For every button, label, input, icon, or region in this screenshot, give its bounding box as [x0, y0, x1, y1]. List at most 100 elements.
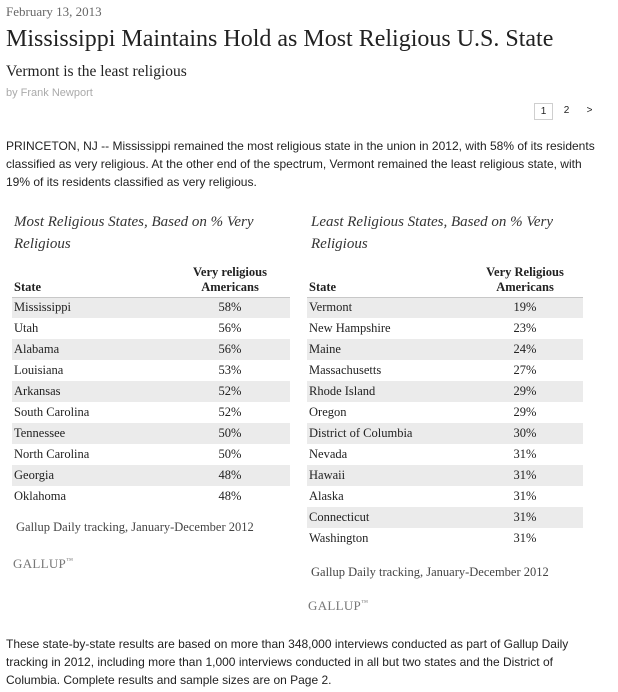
least-religious-table-title: Least Religious States, Based on % Very …	[311, 214, 554, 252]
table-row: Oklahoma 48%	[12, 486, 290, 507]
table-row: North Carolina 50%	[12, 444, 290, 465]
state-name-cell: Nevada	[309, 447, 348, 461]
most-religious-source-note: Gallup Daily tracking, January-December …	[16, 520, 254, 534]
state-name-cell: Connecticut	[307, 507, 467, 528]
table-row: South Carolina 52%	[12, 402, 290, 423]
percent-cell: 56%	[218, 321, 242, 335]
gallup-logo: GALLUP™	[308, 598, 368, 614]
column-header-very-religious: Very Religious Americans	[467, 263, 583, 297]
column-header-line-2: Americans	[496, 279, 554, 294]
table-row: Maine 24%	[307, 339, 583, 360]
table-row: New Hampshire 23%	[307, 318, 583, 339]
state-name-cell: South Carolina	[14, 405, 90, 419]
state-name-cell: New Hampshire	[309, 321, 391, 335]
least-religious-source-note: Gallup Daily tracking, January-December …	[311, 565, 549, 579]
percent-cell: 52%	[170, 381, 290, 402]
state-name-cell: Utah	[14, 321, 39, 335]
gallup-logo: GALLUP™	[13, 556, 73, 572]
table-row: Arkansas 52%	[12, 381, 290, 402]
percent-cell: 19%	[467, 297, 583, 318]
state-name-cell: Rhode Island	[307, 381, 467, 402]
least-religious-rows: Vermont 19% New Hampshire 23% Maine 24% Massac…	[307, 297, 583, 549]
most-religious-rows: Mississippi 58% Utah 56% Alabama 56% Louisiana…	[12, 297, 290, 507]
state-name-cell: Massachusetts	[309, 363, 382, 377]
most-religious-table-title: Most Religious States, Based on % Very R…	[14, 214, 254, 252]
state-name-cell: Oklahoma	[14, 489, 67, 503]
trademark-mark: ™	[66, 556, 74, 565]
article-subhead: Vermont is the least religious	[6, 63, 187, 80]
table-row: Alabama 56%	[12, 339, 290, 360]
column-header-line-1: Very religious	[193, 264, 267, 279]
gallup-logo-text: GALLUP	[13, 556, 67, 571]
table-row: Hawaii 31%	[307, 465, 583, 486]
table-row: Massachusetts 27%	[307, 360, 583, 381]
state-name-cell: Tennessee	[12, 423, 170, 444]
percent-cell: 58%	[170, 297, 290, 318]
table-row: Rhode Island 29%	[307, 381, 583, 402]
percent-cell: 48%	[218, 489, 242, 503]
percent-cell: 56%	[170, 339, 290, 360]
percent-cell: 48%	[170, 465, 290, 486]
least-religious-table: State Very Religious Americans Vermont 19…	[307, 263, 583, 549]
table-header-row: State Very religious Americans	[12, 263, 290, 297]
table-header-row: State Very Religious Americans	[307, 263, 583, 297]
state-name-cell: Arkansas	[12, 381, 170, 402]
table-row: Tennessee 50%	[12, 423, 290, 444]
state-name-cell: Hawaii	[307, 465, 467, 486]
percent-cell: 29%	[513, 405, 537, 419]
gallup-logo-text: GALLUP	[308, 598, 362, 613]
percent-cell: 23%	[513, 321, 537, 335]
percent-cell: 27%	[513, 363, 537, 377]
percent-cell: 30%	[467, 423, 583, 444]
percent-cell: 31%	[513, 531, 537, 545]
table-row: Georgia 48%	[12, 465, 290, 486]
trademark-mark: ™	[361, 598, 369, 607]
table-row: Oregon 29%	[307, 402, 583, 423]
state-name-cell: North Carolina	[14, 447, 90, 461]
next-page-arrow-icon[interactable]: >	[586, 105, 593, 116]
state-name-cell: Mississippi	[12, 297, 170, 318]
percent-cell: 24%	[467, 339, 583, 360]
lead-paragraph: PRINCETON, NJ -- Mississippi remained th…	[6, 139, 595, 189]
state-name-cell: Georgia	[12, 465, 170, 486]
percent-cell: 50%	[170, 423, 290, 444]
percent-cell: 50%	[218, 447, 242, 461]
state-name-cell: District of Columbia	[307, 423, 467, 444]
table-row: Washington 31%	[307, 528, 583, 549]
table-row: Connecticut 31%	[307, 507, 583, 528]
state-name-cell: Maine	[307, 339, 467, 360]
state-name-cell: Washington	[309, 531, 369, 545]
state-name-cell: Alabama	[12, 339, 170, 360]
table-row: Alaska 31%	[307, 486, 583, 507]
methodology-paragraph: These state-by-state results are based o…	[6, 637, 569, 687]
state-name-cell: Oregon	[309, 405, 347, 419]
column-header-line-1: Very Religious	[486, 264, 564, 279]
column-header-state: State	[309, 279, 337, 294]
page-1-button[interactable]: 1	[534, 103, 553, 120]
column-header-very-religious: Very religious Americans	[170, 263, 290, 297]
table-row: Mississippi 58%	[12, 297, 290, 318]
table-row: Louisiana 53%	[12, 360, 290, 381]
state-name-cell: Vermont	[307, 297, 467, 318]
table-row: District of Columbia 30%	[307, 423, 583, 444]
page-2-link[interactable]: 2	[563, 105, 570, 116]
author-byline[interactable]: by Frank Newport	[6, 87, 93, 99]
percent-cell: 52%	[218, 405, 242, 419]
state-name-cell: Louisiana	[14, 363, 64, 377]
column-header-state: State	[14, 279, 42, 294]
article-headline: Mississippi Maintains Hold as Most Relig…	[6, 26, 554, 52]
percent-cell: 53%	[218, 363, 242, 377]
state-name-cell: Alaska	[309, 489, 344, 503]
most-religious-table: State Very religious Americans Mississip…	[12, 263, 290, 507]
percent-cell: 29%	[467, 381, 583, 402]
table-row: Utah 56%	[12, 318, 290, 339]
pagination: 1 2 >	[534, 103, 599, 120]
table-row: Vermont 19%	[307, 297, 583, 318]
percent-cell: 31%	[513, 447, 537, 461]
percent-cell: 31%	[467, 507, 583, 528]
column-header-line-2: Americans	[201, 279, 259, 294]
percent-cell: 31%	[467, 465, 583, 486]
article-date: February 13, 2013	[6, 4, 102, 19]
percent-cell: 31%	[513, 489, 537, 503]
table-row: Nevada 31%	[307, 444, 583, 465]
